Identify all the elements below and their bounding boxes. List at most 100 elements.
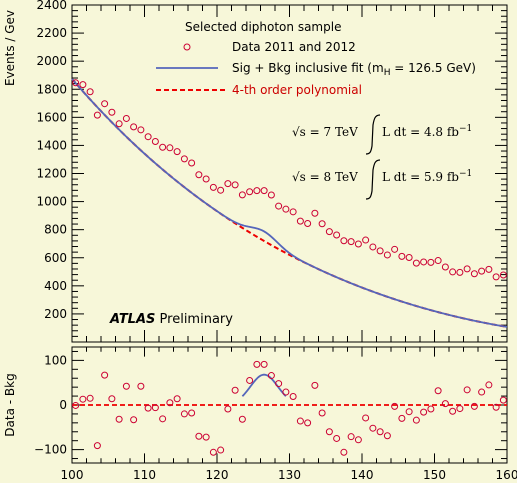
data-point (492, 273, 500, 281)
y-tick-label: 100 (44, 353, 67, 367)
data-point (86, 88, 94, 96)
residual-point (137, 382, 145, 390)
residual-point (456, 405, 464, 413)
y-tick-label: −100 (34, 443, 67, 457)
residual-point (499, 396, 507, 404)
residual-point (311, 381, 319, 389)
x-tick-label: 140 (351, 468, 374, 482)
bottom-y-axis-title: Data - Bkg (3, 373, 17, 436)
data-point (369, 243, 377, 251)
data-point (434, 257, 442, 265)
y-tick-label: 0 (59, 398, 67, 412)
y-tick-label: 1200 (36, 167, 67, 181)
residual-point (260, 360, 268, 368)
residual-point (304, 419, 312, 427)
residual-point (188, 409, 196, 417)
residual-point (275, 380, 283, 388)
residual-point (347, 433, 355, 441)
data-point (282, 205, 290, 213)
data-point (101, 100, 109, 108)
energy-label-7tev-lumi-text: L dt = 4.8 fb (382, 125, 459, 139)
residual-point (391, 402, 399, 410)
main-panel-y-tick-labels: 200 400 600 800 1000 1200 1400 1600 1800 2000 2200… (36, 0, 67, 321)
residual-point (369, 424, 377, 432)
residual-point (144, 404, 152, 412)
data-point (159, 143, 167, 151)
data-point (456, 268, 464, 276)
main-panel: 200 400 600 800 1000 1200 1400 1600 1800 2000 2200… (36, 0, 508, 343)
data-point (275, 202, 283, 210)
residual-point (318, 409, 326, 417)
residual-point (449, 407, 457, 415)
data-points (72, 79, 507, 281)
data-point (347, 238, 355, 246)
residual-point (224, 405, 232, 413)
y-tick-label: 1800 (36, 82, 67, 96)
data-point (267, 191, 275, 199)
top-y-axis-title: Events / Gev (3, 10, 17, 86)
data-point (478, 267, 486, 275)
data-point (108, 108, 116, 116)
energy-label-7tev-exp: −1 (459, 124, 472, 134)
residual-point (115, 415, 123, 423)
residual-point (101, 371, 109, 379)
residual-point (238, 415, 246, 423)
y-tick-label: 1400 (36, 138, 67, 152)
data-point (195, 171, 203, 179)
data-point (441, 263, 449, 271)
residual-point (362, 414, 370, 422)
data-point (354, 240, 362, 248)
residual-point (405, 408, 413, 416)
data-point (253, 187, 261, 195)
main-panel-ticks (71, 4, 508, 343)
data-point (224, 180, 232, 188)
data-point (412, 259, 420, 267)
legend-fit-main: Sig + Bkg inclusive fit (m (232, 61, 384, 75)
residual-point (463, 386, 471, 394)
data-point (72, 79, 80, 87)
residual-panel: −100 0 100 (34, 346, 508, 464)
data-point (122, 114, 130, 122)
residual-point (289, 393, 297, 401)
y-tick-label: 1600 (36, 110, 67, 124)
legend-bkg-label: 4-th order polynomial (232, 83, 362, 97)
integral-sign-icon (365, 159, 381, 200)
x-tick-label: 160 (496, 468, 517, 482)
energy-label-8tev-lumi-text: L dt = 5.9 fb (382, 170, 459, 184)
residual-panel-y-tick-labels: −100 0 100 (34, 353, 67, 456)
residual-point (93, 442, 101, 450)
legend-fit-rest: = 126.5 GeV) (390, 61, 475, 75)
atlas-label: ATLAS Preliminary (109, 312, 233, 327)
residual-signal-line (241, 373, 287, 397)
residual-point (151, 404, 159, 412)
data-point (391, 245, 399, 253)
data-point (151, 137, 159, 145)
y-tick-label: 800 (44, 223, 67, 237)
data-point (340, 237, 348, 245)
data-point (144, 133, 152, 141)
residual-point (202, 433, 210, 441)
x-tick-label: 110 (133, 468, 156, 482)
data-point (325, 228, 333, 236)
energy-label-7tev: √s = 7 TeV L dt = 4.8 fb−1 (292, 114, 472, 155)
residual-point (340, 448, 348, 456)
atlas-label-bold: ATLAS (109, 312, 155, 327)
data-point (405, 253, 413, 261)
energy-label-8tev-sqrt: √s = 8 TeV (292, 170, 358, 184)
legend-fit-subscript: H (384, 68, 391, 78)
x-tick-label: 100 (61, 468, 84, 482)
data-point (246, 188, 254, 196)
energy-label-8tev-exp: −1 (459, 169, 472, 179)
residual-point (180, 410, 188, 418)
residual-point (267, 372, 275, 380)
legend-fit-label: Sig + Bkg inclusive fit (mH = 126.5 GeV) (232, 61, 476, 78)
residual-point (325, 428, 333, 436)
residual-point (296, 417, 304, 425)
data-point (296, 217, 304, 225)
data-point (398, 252, 406, 260)
data-point (463, 265, 471, 273)
residual-point (354, 436, 362, 444)
x-tick-label: 120 (206, 468, 229, 482)
residual-point (173, 395, 181, 403)
